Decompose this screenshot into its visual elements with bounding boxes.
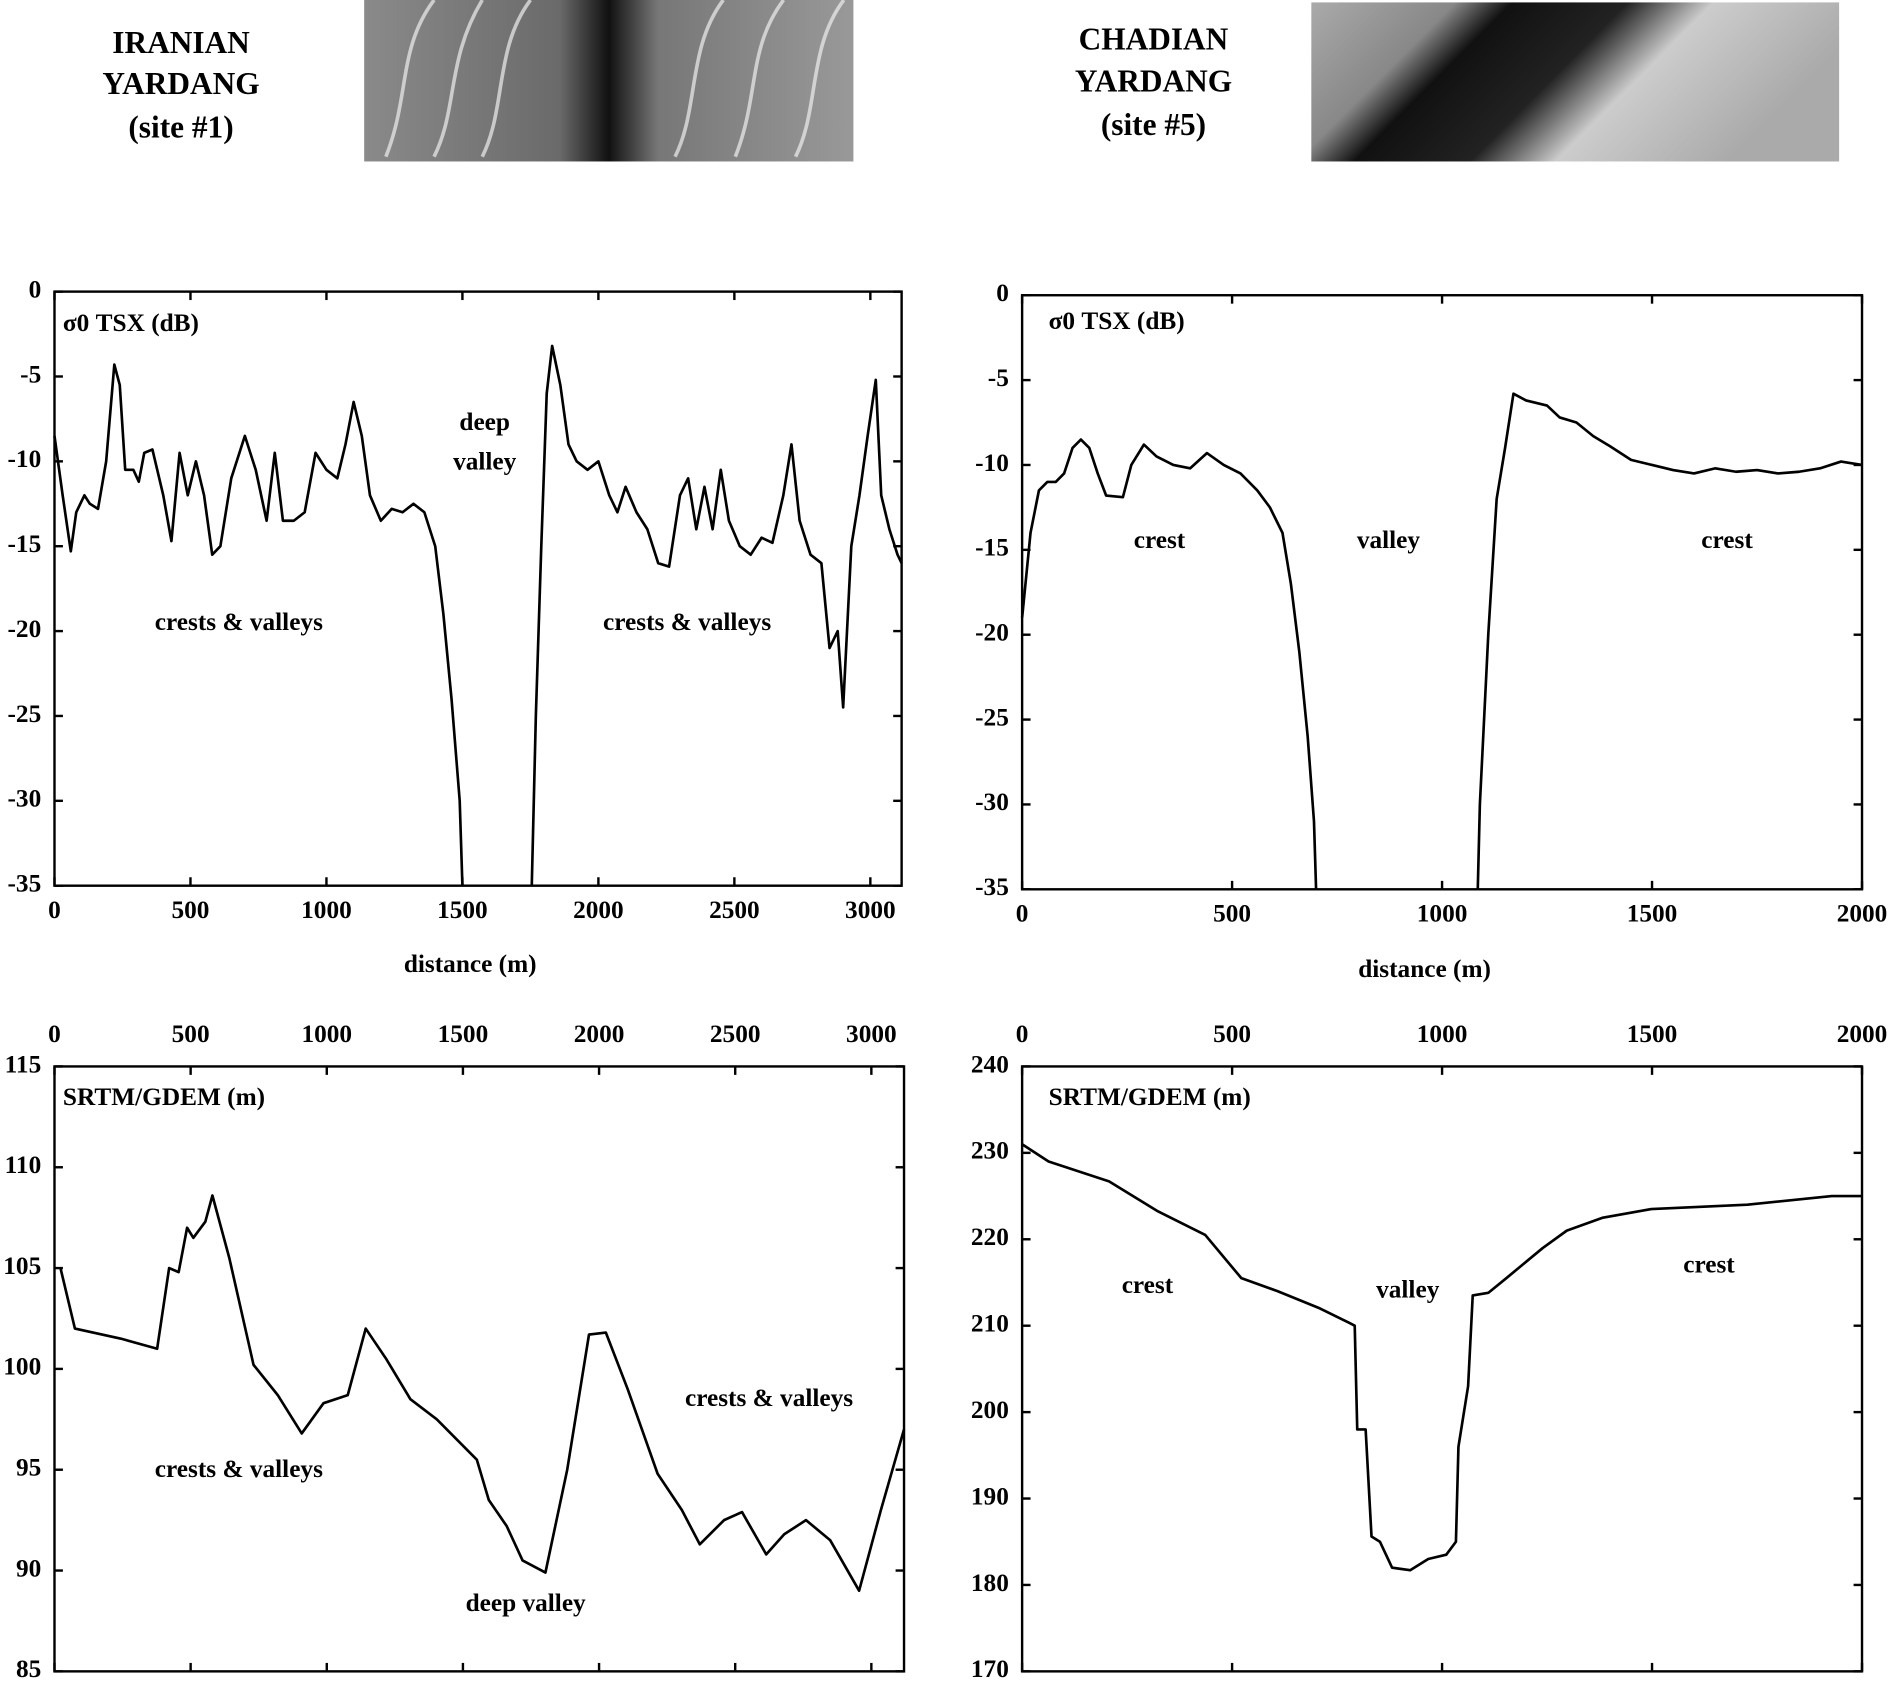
y-tick-label: -35 <box>8 870 42 898</box>
data-line <box>1020 392 1863 890</box>
annotation: deep valley <box>466 1589 586 1617</box>
header-label: YARDANG <box>102 66 259 101</box>
y-tick-label: 230 <box>971 1137 1009 1165</box>
annotation: deep <box>459 408 510 436</box>
x-tick-label: 1500 <box>438 1020 489 1048</box>
x-axis-label: distance (m) <box>404 950 537 978</box>
annotation: valley <box>1376 1276 1440 1304</box>
annotation: valley <box>453 448 517 476</box>
y-tick-label: 180 <box>971 1569 1009 1597</box>
y-tick-label: -20 <box>8 615 42 643</box>
annotation: valley <box>1357 526 1421 554</box>
x-tick-label: 2000 <box>1837 1020 1888 1048</box>
y-tick-label: 190 <box>971 1482 1009 1510</box>
x-tick-label: 1500 <box>1627 1020 1678 1048</box>
plot-frame <box>1020 1065 1864 1673</box>
y-tick-label: -15 <box>975 534 1009 562</box>
y-tick-label: 170 <box>971 1655 1009 1681</box>
x-tick-label: 3000 <box>846 1020 897 1048</box>
y-tick-label: -30 <box>975 788 1009 816</box>
annotation: crests & valleys <box>155 1455 323 1483</box>
x-axis-label: distance (m) <box>1358 955 1491 983</box>
y-tick-label: -30 <box>8 785 42 813</box>
x-tick-label: 2000 <box>1837 900 1888 928</box>
annotation: crests & valleys <box>155 608 323 636</box>
x-tick-label: 1000 <box>1417 900 1468 928</box>
y-axis-label: σ0 TSX (dB) <box>1049 307 1185 335</box>
y-tick-label: -35 <box>975 873 1009 901</box>
image-texture <box>384 0 846 158</box>
y-axis-label: σ0 TSX (dB) <box>63 309 199 337</box>
y-tick-label: 85 <box>16 1655 41 1681</box>
y-tick-label: -5 <box>988 364 1009 392</box>
x-tick-label: 2500 <box>710 1020 761 1048</box>
x-tick-label: 0 <box>48 1020 61 1048</box>
y-tick-label: 95 <box>16 1454 41 1482</box>
x-tick-label: 0 <box>48 896 61 924</box>
x-tick-label: 2000 <box>574 1020 625 1048</box>
header-label: (site #5) <box>1101 107 1206 142</box>
y-tick-label: -25 <box>8 700 42 728</box>
x-tick-label: 500 <box>171 896 209 924</box>
y-tick-label: 110 <box>5 1151 42 1179</box>
y-tick-label: -15 <box>8 530 42 558</box>
y-tick-label: -5 <box>20 360 41 388</box>
header-label: IRANIAN <box>112 25 250 60</box>
x-tick-label: 0 <box>1016 1020 1029 1048</box>
x-tick-label: 1500 <box>1627 900 1678 928</box>
y-tick-label: 105 <box>3 1252 41 1280</box>
annotation: crests & valleys <box>603 608 771 636</box>
y-tick-label: -10 <box>975 449 1009 477</box>
y-axis-label: SRTM/GDEM (m) <box>1049 1083 1251 1111</box>
y-tick-label: 220 <box>971 1223 1009 1251</box>
annotation: crests & valleys <box>685 1384 853 1412</box>
x-tick-label: 1000 <box>301 896 352 924</box>
y-tick-label: 240 <box>971 1050 1009 1078</box>
annotation: crest <box>1122 1271 1174 1299</box>
y-tick-label: 200 <box>971 1396 1009 1424</box>
header-label: YARDANG <box>1075 64 1232 99</box>
x-tick-label: 500 <box>1213 900 1251 928</box>
annotation: crest <box>1683 1250 1735 1278</box>
y-tick-label: -10 <box>8 445 42 473</box>
sar-image <box>364 0 854 162</box>
y-tick-label: -25 <box>975 703 1009 731</box>
x-tick-label: 0 <box>1016 900 1029 928</box>
x-tick-label: 1000 <box>1417 1020 1468 1048</box>
x-tick-label: 500 <box>1213 1020 1251 1048</box>
x-tick-label: 1000 <box>301 1020 352 1048</box>
plot-frame <box>53 1065 906 1673</box>
x-tick-label: 3000 <box>845 896 896 924</box>
y-tick-label: 0 <box>996 279 1009 307</box>
y-tick-label: 90 <box>16 1554 41 1582</box>
header-label: CHADIAN <box>1079 21 1229 56</box>
annotation: crest <box>1134 526 1186 554</box>
x-tick-label: 1500 <box>437 896 488 924</box>
annotation: crest <box>1701 526 1753 554</box>
x-tick-label: 2500 <box>709 896 760 924</box>
data-line <box>59 1194 906 1593</box>
plot-frame <box>1020 294 1864 891</box>
y-tick-label: 100 <box>3 1353 41 1381</box>
x-tick-label: 500 <box>172 1020 210 1048</box>
y-tick-label: 0 <box>29 275 42 303</box>
sar-image <box>1311 2 1840 162</box>
y-tick-label: 210 <box>971 1310 1009 1338</box>
y-axis-label: SRTM/GDEM (m) <box>63 1083 265 1111</box>
data-line <box>1021 1143 1863 1572</box>
plot-frame <box>53 290 903 887</box>
x-tick-label: 2000 <box>573 896 624 924</box>
header-label: (site #1) <box>128 109 233 144</box>
y-tick-label: -20 <box>975 619 1009 647</box>
data-line <box>53 344 903 886</box>
y-tick-label: 115 <box>5 1050 42 1078</box>
